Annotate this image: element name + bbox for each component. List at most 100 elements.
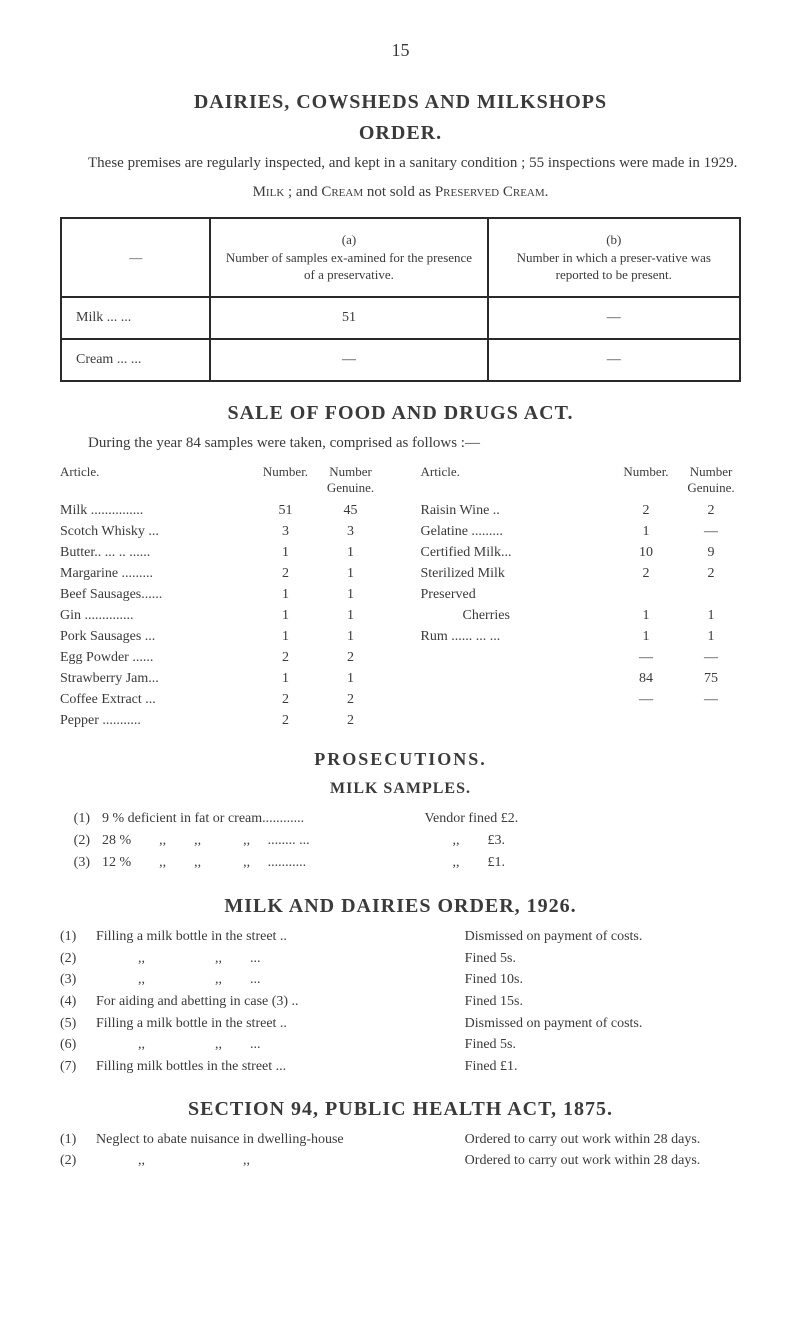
- col-a-head: (a) Number of samples ex-amined for the …: [210, 218, 487, 297]
- sample-row: Coffee Extract ... 22: [60, 689, 381, 710]
- genuine-value: 1: [321, 563, 381, 584]
- sample-row: Gelatine .........1—: [421, 521, 742, 542]
- list-item: (3)12 % ,, ,, ,, ........... ,, £1.: [60, 852, 741, 874]
- number-value: —: [621, 689, 671, 710]
- article-label: Scotch Whisky ...: [60, 521, 251, 542]
- item-left: Filling a milk bottle in the street ..: [96, 1013, 459, 1035]
- item-left: ,, ,, ...: [96, 1034, 459, 1056]
- number-value: 10: [621, 542, 671, 563]
- item-left: Filling milk bottles in the street ...: [96, 1056, 459, 1078]
- caption-mid: ; and: [284, 184, 321, 200]
- list-item: (5) Filling a milk bottle in the street .…: [60, 1013, 741, 1035]
- genuine-value: 2: [321, 710, 381, 731]
- number-value: 2: [261, 689, 311, 710]
- sample-row: Certified Milk... 10 9: [421, 542, 742, 563]
- genuine-value: 1: [321, 542, 381, 563]
- item-index: (2): [60, 1150, 90, 1172]
- genuine-value: —: [681, 647, 741, 668]
- samples-columns: Article. Number. Number Genuine. Milk ..…: [60, 464, 741, 731]
- article-label: Butter.. ... .. ......: [60, 542, 251, 563]
- head-article: Article.: [421, 464, 612, 496]
- caption-rest: not sold as: [363, 184, 435, 200]
- head-number: Number.: [261, 464, 311, 496]
- number-value: [621, 584, 671, 605]
- list-item: (1)Neglect to abate nuisance in dwelling…: [60, 1129, 741, 1151]
- list-item: (1)Filling a milk bottle in the street .…: [60, 926, 741, 948]
- item-right: Dismissed on payment of costs.: [465, 1013, 741, 1035]
- genuine-value: 1: [321, 626, 381, 647]
- genuine-value: 9: [681, 542, 741, 563]
- section1-paragraph: These premises are regularly inspected, …: [60, 153, 741, 174]
- article-label: Pepper ...........: [60, 710, 251, 731]
- article-label: Raisin Wine ..: [421, 500, 612, 521]
- sample-row: Strawberry Jam...11: [60, 668, 381, 689]
- genuine-value: 1: [681, 605, 741, 626]
- list-item: (6) ,, ,, ...Fined 5s.: [60, 1034, 741, 1056]
- list-item: (7) Filling milk bottles in the street ..…: [60, 1056, 741, 1078]
- item-index: (5): [60, 1013, 90, 1035]
- genuine-value: 1: [321, 605, 381, 626]
- number-value: 1: [261, 626, 311, 647]
- number-value: 2: [261, 563, 311, 584]
- row-a: —: [210, 339, 487, 381]
- item-right: ,, £3.: [425, 830, 742, 852]
- caption-milk: Milk: [253, 184, 285, 200]
- item-index: (3): [60, 969, 90, 991]
- genuine-value: 2: [321, 689, 381, 710]
- number-value: 1: [621, 521, 671, 542]
- sample-row: Butter.. ... .. ...... 11: [60, 542, 381, 563]
- list-item: (1) 9 % deficient in fat or cream.......…: [60, 808, 741, 830]
- list-item: (2) ,, ,,Ordered to carry out work withi…: [60, 1150, 741, 1172]
- head-article: Article.: [60, 464, 251, 496]
- number-value: 51: [261, 500, 311, 521]
- genuine-value: 2: [681, 500, 741, 521]
- genuine-value: 45: [321, 500, 381, 521]
- list-item: (4)For aiding and abetting in case (3) .…: [60, 991, 741, 1013]
- head-number: Number.: [621, 464, 671, 496]
- sample-row: Preserved: [421, 584, 742, 605]
- section3-title: PROSECUTIONS.: [60, 749, 741, 770]
- col-head-right: Article. Number. Number Genuine.: [421, 464, 742, 496]
- section4-title: MILK AND DAIRIES ORDER, 1926.: [60, 895, 741, 918]
- number-value: 1: [261, 668, 311, 689]
- article-label: Sterilized Milk: [421, 563, 612, 584]
- page-number: 15: [60, 40, 741, 61]
- section3-subtitle: MILK SAMPLES.: [60, 780, 741, 798]
- article-label: Milk ...............: [60, 500, 251, 521]
- sample-row: Milk ............... 51 45: [60, 500, 381, 521]
- item-index: (3): [60, 852, 96, 874]
- sample-row: Raisin Wine ..22: [421, 500, 742, 521]
- number-value: 2: [261, 710, 311, 731]
- article-label: [421, 668, 612, 689]
- sample-row: Beef Sausages......11: [60, 584, 381, 605]
- row-a: 51: [210, 297, 487, 339]
- sample-row: Gin ..............11: [60, 605, 381, 626]
- item-index: (7): [60, 1056, 90, 1078]
- genuine-value: 1: [681, 626, 741, 647]
- sample-row: Sterilized Milk22: [421, 563, 742, 584]
- milk-samples-list: (1) 9 % deficient in fat or cream.......…: [60, 808, 741, 875]
- row-b: —: [488, 339, 740, 381]
- row-b: —: [488, 297, 740, 339]
- number-value: 1: [261, 542, 311, 563]
- article-label: Certified Milk...: [421, 542, 612, 563]
- article-label: [421, 647, 612, 668]
- col-b-head: (b) Number in which a preser-vative was …: [488, 218, 740, 297]
- table-row: Cream ... ... — —: [61, 339, 740, 381]
- item-index: (1): [60, 926, 90, 948]
- sample-row: Cherries11: [421, 605, 742, 626]
- number-value: —: [621, 647, 671, 668]
- article-label: Coffee Extract ...: [60, 689, 251, 710]
- genuine-value: 2: [321, 647, 381, 668]
- genuine-value: —: [681, 689, 741, 710]
- genuine-value: [681, 584, 741, 605]
- number-value: 2: [261, 647, 311, 668]
- section2-title: SALE OF FOOD AND DRUGS ACT.: [60, 402, 741, 425]
- item-left: Neglect to abate nuisance in dwelling-ho…: [96, 1129, 459, 1151]
- item-left: 9 % deficient in fat or cream...........…: [102, 808, 419, 830]
- item-left: ,, ,, ...: [96, 948, 459, 970]
- genuine-value: 1: [321, 584, 381, 605]
- row-label: Cream ... ...: [61, 339, 210, 381]
- genuine-value: 2: [681, 563, 741, 584]
- sample-row: Pork Sausages ...11: [60, 626, 381, 647]
